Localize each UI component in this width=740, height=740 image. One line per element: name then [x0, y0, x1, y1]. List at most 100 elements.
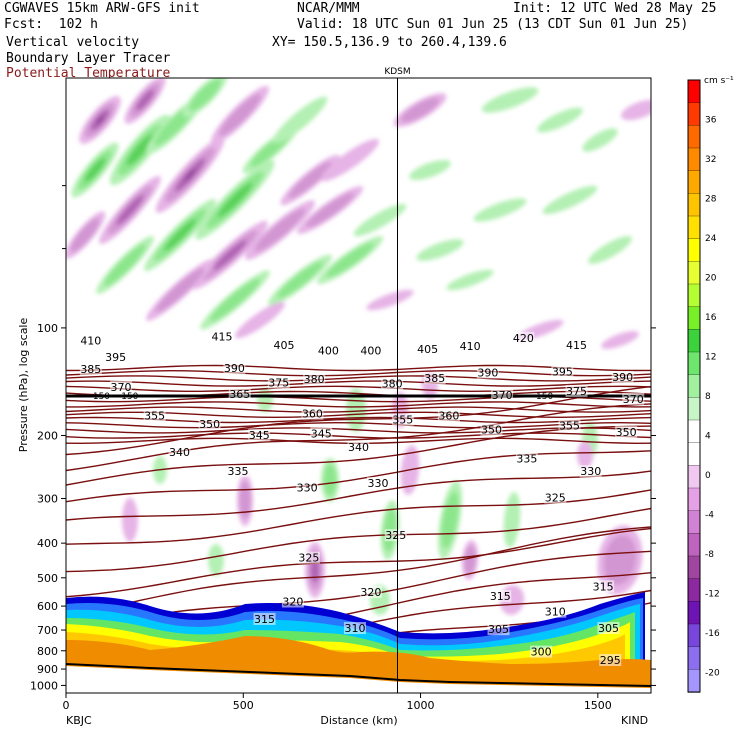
theta-label-bg — [347, 440, 370, 453]
y-tick-label: 800 — [37, 645, 58, 658]
theta-label-bg — [622, 392, 645, 405]
theta-label: 360 — [438, 409, 459, 422]
velocity-blob — [208, 544, 224, 576]
theta-contour — [66, 385, 651, 393]
theta-contour — [66, 450, 651, 503]
theta-label-bg — [143, 409, 166, 422]
theta-label: 320 — [282, 595, 303, 608]
colorbar-swatch — [687, 283, 701, 308]
velocity-blob — [601, 331, 639, 349]
velocity-blob — [323, 464, 337, 496]
theta-label-bg — [301, 407, 324, 420]
colorbar-swatch — [687, 487, 701, 512]
theta-contour — [66, 432, 651, 439]
x-axis-label: Distance (km) — [320, 714, 397, 727]
theta-label: 380 — [304, 373, 325, 386]
theta-label-bg — [109, 380, 132, 393]
theta-label: 300 — [531, 646, 552, 659]
theta-label-bg — [437, 409, 460, 422]
theta-label-bg — [565, 384, 588, 397]
theta-label: 395 — [105, 351, 126, 364]
velocity-blob — [122, 498, 138, 542]
theta-label-bg — [310, 427, 333, 440]
theta-label: 295 — [600, 654, 621, 667]
theta-label-bg — [611, 371, 634, 384]
colorbar-label: 32 — [705, 155, 716, 165]
velocity-blob — [603, 535, 637, 585]
theta-label: 315 — [490, 590, 511, 603]
plot-frame — [65, 77, 652, 694]
theta-label: 390 — [477, 366, 498, 379]
colorbar-swatch — [687, 555, 701, 580]
theta-label-bg — [296, 481, 319, 494]
colorbar-swatch — [687, 215, 701, 240]
theta-label: 340 — [348, 441, 369, 454]
field-potential-temperature: Potential Temperature — [6, 66, 171, 81]
theta-label: 310 — [344, 622, 365, 635]
y-tick-label: 500 — [37, 572, 58, 585]
velocity-blob — [409, 160, 451, 180]
velocity-blob — [582, 128, 618, 152]
velocity-blob — [542, 185, 598, 215]
velocity-blob — [116, 195, 144, 225]
tropopause-label: 150 — [536, 392, 553, 402]
velocity-blob — [219, 94, 261, 136]
plot-area: 410 415 405 400 400 405 410 420 415 395 385 390 370 3… — [66, 78, 651, 693]
theta-label-bg — [359, 586, 382, 599]
theta-label: 375 — [566, 385, 587, 398]
y-tick-label: 300 — [37, 492, 58, 505]
theta-label-bg — [367, 476, 389, 489]
theta-contour — [66, 527, 651, 598]
theta-label: 360 — [302, 408, 323, 421]
y-tick-label: 1000 — [30, 679, 58, 692]
theta-label-bg — [79, 363, 102, 376]
velocity-blob — [213, 239, 247, 271]
theta-contour — [66, 380, 651, 387]
colorbar-label: -8 — [705, 550, 714, 560]
colorbar-swatch — [687, 79, 701, 104]
theta-label: 345 — [249, 429, 270, 442]
theta-label-bg — [416, 342, 439, 355]
velocity-blob — [189, 79, 221, 111]
theta-label-bg — [597, 622, 620, 635]
theta-label-bg — [476, 366, 499, 379]
velocity-blob — [320, 138, 380, 182]
theta-label: 385 — [80, 363, 101, 376]
theta-label-bg — [384, 529, 407, 542]
terrain-fill — [66, 666, 651, 693]
colorbar-swatch — [687, 374, 701, 398]
theta-contour — [66, 406, 651, 413]
boundary-layer-tracer-field — [66, 592, 651, 693]
colorbar-swatch — [687, 329, 701, 353]
velocity-blob — [537, 107, 583, 133]
model-title: CGWAVES 15km ARW-GFS init — [4, 1, 200, 16]
colorbar-label: -12 — [705, 589, 720, 599]
theta-label: 340 — [169, 446, 190, 459]
velocity-blob — [135, 89, 155, 111]
colorbar-swatch — [687, 601, 701, 625]
velocity-blob — [588, 236, 632, 264]
colorbar-swatch — [687, 510, 701, 534]
velocity-blob — [277, 261, 323, 299]
theta-label-bg — [515, 452, 538, 465]
colorbar-label: -16 — [705, 629, 720, 639]
theta-label: 355 — [559, 420, 580, 433]
colorbar-swatch — [687, 419, 701, 444]
theta-label-bg — [104, 350, 127, 363]
theta-label-bg — [211, 330, 233, 343]
theta-label: 365 — [229, 388, 250, 401]
theta-label: 315 — [593, 580, 614, 593]
theta-label: 350 — [481, 424, 502, 437]
colorbar-swatch — [687, 261, 701, 285]
theta-contour — [66, 470, 651, 521]
velocity-blob — [621, 99, 651, 121]
velocity-blob — [184, 168, 196, 182]
theta-label: 370 — [492, 389, 513, 402]
velocity-blob — [235, 301, 285, 339]
forecast-hour: Fcst: 102 h — [4, 17, 98, 32]
theta-label-bg — [487, 623, 510, 636]
theta-label: 355 — [144, 409, 165, 422]
velocity-blob — [217, 182, 253, 218]
velocity-blob — [306, 192, 354, 228]
velocity-blob — [164, 219, 196, 251]
